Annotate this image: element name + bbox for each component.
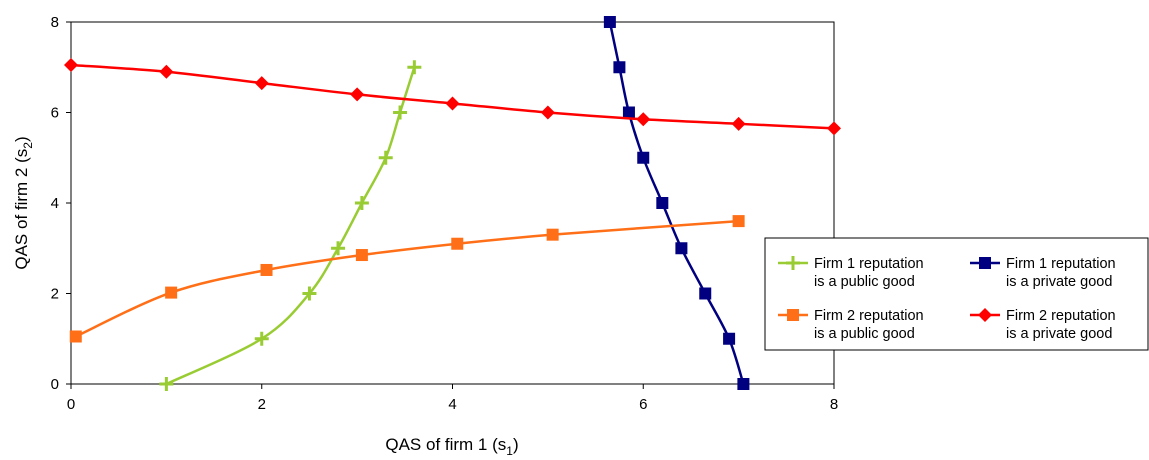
data-point [407,60,422,75]
data-point [302,286,317,301]
data-point [393,105,408,120]
y-tick-label: 8 [51,14,59,31]
legend-item: Firm 1 reputation is a public good [778,256,924,290]
legend-label: Firm 2 reputation [814,308,924,324]
plot-area [70,21,835,385]
data-point [737,378,750,390]
data-point [254,331,269,346]
series-1 [159,60,422,391]
legend-label: is a public good [814,274,915,290]
y-tick-label: 4 [51,195,59,212]
data-point [331,241,346,256]
data-point [732,215,745,228]
data-point [159,377,174,391]
data-point [355,249,368,262]
data-point [699,287,712,300]
x-tick-label: 8 [830,396,838,413]
y-axis-title: QAS of firm 2 (s2) [12,136,35,269]
data-point [445,96,460,111]
data-point [636,112,651,127]
data-point [827,121,841,136]
data-point [254,76,269,91]
legend-box [764,237,1149,351]
legend-label: Firm 1 reputation [1006,256,1116,272]
data-point [260,263,273,276]
y-tick-label: 2 [51,286,59,303]
legend-marker [787,309,799,321]
legend-label: is a private good [1006,274,1112,290]
data-point [603,16,616,28]
data-point [656,197,669,209]
series-2 [603,16,750,390]
data-point [69,330,82,343]
x-tick-label: 4 [448,396,456,413]
axis-ticks: 0 2 4 6 8 0 2 4 6 8 [51,14,839,413]
x-tick-label: 0 [67,396,75,413]
data-point [165,286,178,299]
legend-item: Firm 1 reputation is a private good [970,256,1116,290]
data-point [622,106,635,119]
data-point [540,105,555,120]
x-tick-label: 2 [258,396,266,413]
data-point [350,87,365,102]
legend-item: Firm 2 reputation is a public good [778,308,924,342]
data-point [675,242,688,255]
series-layer [64,16,841,391]
legend-label: Firm 1 reputation [814,256,924,272]
legend-marker [978,308,992,322]
legend-label: is a public good [814,326,915,342]
x-axis-title: QAS of firm 1 (s1) [385,435,518,458]
data-point [451,237,464,250]
y-tick-label: 0 [51,376,59,393]
series-3 [69,215,745,343]
legend-label: Firm 2 reputation [1006,308,1116,324]
data-point [159,64,174,79]
legend-item: Firm 2 reputation is a private good [970,308,1116,342]
y-tick-label: 6 [51,105,59,122]
data-point [64,57,78,72]
data-point [613,61,626,74]
x-tick-label: 6 [639,396,647,413]
data-point [546,228,559,241]
legend-marker [786,256,800,270]
series-4 [64,57,841,136]
legend-label: is a private good [1006,326,1112,342]
data-point [637,151,650,164]
data-point [354,196,369,210]
data-point [378,150,393,165]
data-point [723,332,736,345]
data-point [731,116,746,131]
legend-marker [979,257,991,269]
